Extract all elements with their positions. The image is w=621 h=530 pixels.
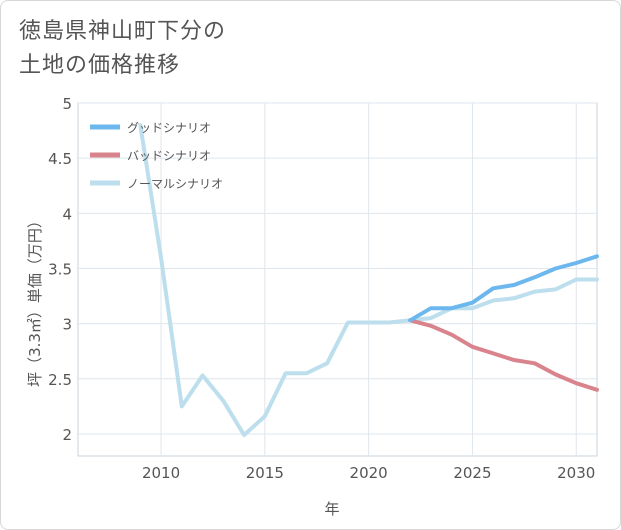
- series-line-good: [408, 254, 599, 323]
- y-tick-label: 2.5: [48, 371, 72, 389]
- legend-label: バッドシナリオ: [127, 149, 211, 163]
- y-tick-labels: 2 2.5 3 3.5 4 4.5 5: [48, 95, 72, 444]
- x-tick-label: 2025: [453, 464, 491, 482]
- x-tick-labels: 2010 2015 2020 2025 2030: [142, 464, 595, 482]
- legend-label: グッドシナリオ: [127, 121, 211, 135]
- x-tick-label: 2015: [246, 464, 284, 482]
- series-lines: [138, 123, 599, 437]
- y-axis-title: 坪（3.3㎡）単価（万円）: [26, 213, 44, 387]
- chart-title: 徳島県神山町下分の 土地の価格推移: [19, 19, 227, 78]
- y-tick-label: 4.5: [48, 150, 72, 168]
- y-tick-label: 4: [62, 205, 72, 223]
- y-tick-label: 3: [62, 316, 72, 334]
- x-tick-label: 2030: [557, 464, 595, 482]
- y-tick-label: 3.5: [48, 260, 72, 278]
- x-axis-title: 年: [324, 500, 339, 518]
- legend-label: ノーマルシナリオ: [127, 177, 223, 191]
- x-tick-label: 2020: [350, 464, 388, 482]
- x-tick-label: 2010: [142, 464, 180, 482]
- series-line-bad: [408, 318, 599, 392]
- y-tick-label: 5: [62, 95, 72, 113]
- series-line-normal: [138, 123, 599, 437]
- y-tick-label: 2: [62, 426, 72, 444]
